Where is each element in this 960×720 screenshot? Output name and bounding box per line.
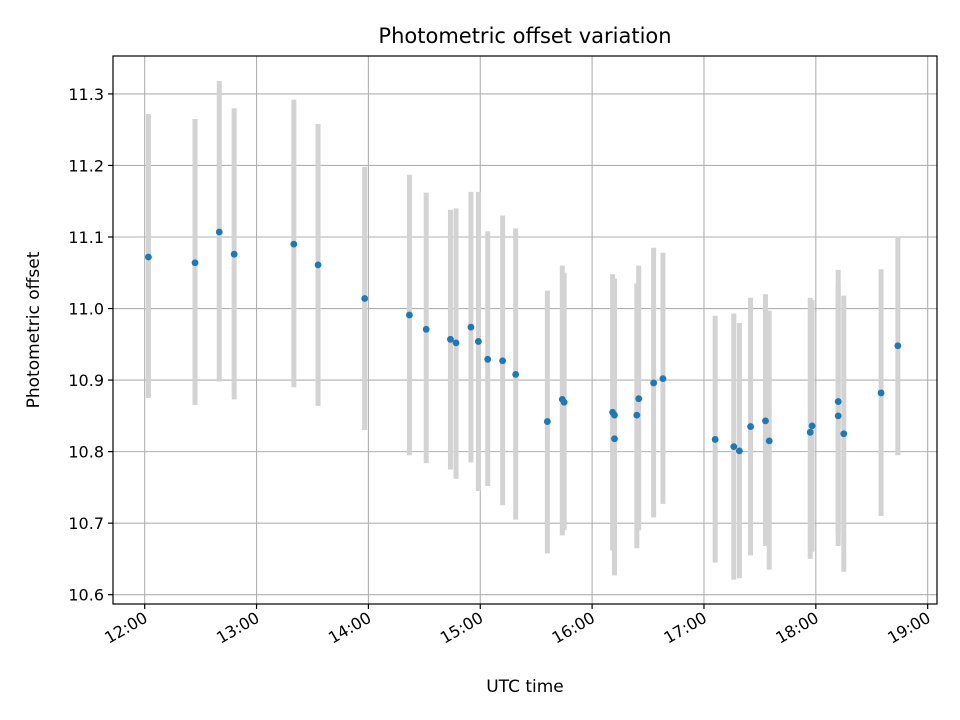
y-tick-label: 11.3: [68, 85, 104, 104]
y-tick-label: 11.2: [68, 156, 104, 175]
data-point: [834, 412, 842, 420]
data-point: [406, 311, 413, 319]
data-point: [484, 355, 492, 363]
data-point: [808, 422, 816, 430]
y-tick-label: 10.6: [68, 586, 104, 605]
data-point: [730, 443, 738, 451]
data-point: [747, 423, 754, 430]
y-tick-label: 11.1: [68, 228, 104, 247]
data-point: [447, 335, 454, 343]
data-point: [543, 418, 551, 425]
y-axis-label: Photometric offset: [24, 251, 44, 408]
data-point: [650, 379, 658, 387]
data-point: [474, 338, 482, 345]
data-point: [467, 323, 475, 331]
data-point: [452, 339, 460, 347]
data-point: [711, 436, 719, 443]
data-point: [314, 261, 322, 269]
data-point: [735, 447, 743, 455]
plot-frame: [112, 55, 938, 605]
data-point: [145, 253, 152, 261]
data-point: [361, 295, 369, 302]
x-axis-label: UTC time: [486, 677, 564, 697]
data-point: [840, 430, 848, 438]
data-point: [215, 228, 223, 236]
chart-title: Photometric offset variation: [378, 24, 671, 48]
data-points: [145, 228, 902, 455]
data-point: [834, 398, 842, 405]
data-point: [422, 325, 430, 333]
data-point: [560, 398, 568, 406]
data-point: [290, 240, 298, 248]
data-point: [611, 435, 618, 443]
data-point: [191, 259, 199, 267]
data-point: [512, 370, 520, 378]
y-tick-label: 10.9: [68, 371, 104, 390]
data-point: [894, 342, 902, 350]
data-point: [806, 428, 814, 436]
data-point: [659, 375, 667, 383]
y-tick-label: 10.7: [68, 514, 104, 533]
grid-lines: [113, 56, 937, 604]
y-tick-label: 10.8: [68, 443, 104, 462]
data-point: [762, 417, 769, 425]
data-point: [765, 437, 773, 445]
data-point: [611, 411, 618, 419]
data-point: [499, 357, 507, 365]
y-tick-label: 11.0: [68, 300, 104, 319]
data-point: [633, 411, 641, 419]
data-point: [877, 389, 885, 397]
data-point: [635, 395, 643, 403]
data-point: [230, 250, 238, 258]
